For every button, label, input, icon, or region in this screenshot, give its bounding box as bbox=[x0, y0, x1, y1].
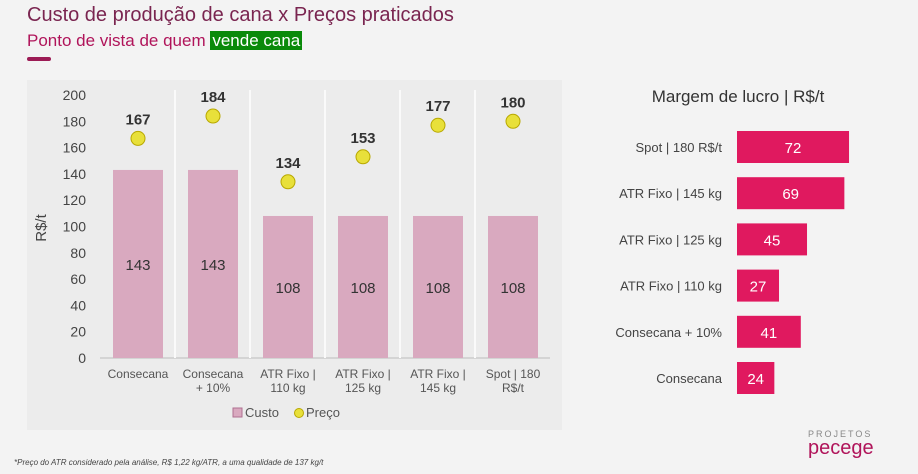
y-tick-label: 60 bbox=[70, 271, 86, 287]
y-tick-label: 140 bbox=[63, 166, 87, 182]
price-point bbox=[355, 149, 371, 165]
y-tick-label: 120 bbox=[63, 192, 87, 208]
price-point-label: 177 bbox=[425, 98, 450, 115]
cost-bar-label: 108 bbox=[500, 280, 525, 297]
cost-bar bbox=[188, 169, 238, 358]
margin-bar bbox=[737, 177, 845, 210]
x-tick-label: Consecana bbox=[108, 367, 169, 381]
cost-bar-label: 108 bbox=[275, 280, 300, 297]
price-point-label: 134 bbox=[275, 155, 301, 172]
price-point-label: 167 bbox=[125, 111, 150, 128]
cost-bar-label: 108 bbox=[425, 280, 450, 297]
margin-bar-label: 45 bbox=[764, 232, 781, 249]
margin-chart-title: Margem de lucro | R$/t bbox=[652, 87, 825, 106]
cost-bar bbox=[413, 215, 463, 358]
x-tick-label: ATR Fixo | bbox=[410, 367, 466, 381]
legend-label-preco: Preço bbox=[306, 405, 340, 420]
x-tick-label: Consecana bbox=[183, 367, 244, 381]
margin-bar-label: 27 bbox=[750, 279, 767, 296]
cost-bar-label: 143 bbox=[125, 257, 150, 274]
logo-line1: PROJETOS bbox=[808, 429, 873, 439]
margin-category-label: ATR Fixo | 145 kg bbox=[619, 186, 722, 201]
margin-bar bbox=[737, 269, 780, 302]
subtitle-text: Ponto de vista de quem bbox=[27, 31, 211, 50]
price-point bbox=[505, 113, 521, 129]
cost-bar-label: 143 bbox=[200, 257, 225, 274]
y-tick-label: 0 bbox=[78, 350, 86, 366]
price-point-label: 153 bbox=[350, 130, 375, 147]
x-tick-label: ATR Fixo | bbox=[335, 367, 391, 381]
price-point bbox=[430, 117, 446, 133]
y-tick-label: 20 bbox=[70, 324, 86, 340]
x-tick-label: ATR Fixo | bbox=[260, 367, 316, 381]
margin-bar bbox=[737, 131, 850, 163]
cost-bar bbox=[488, 215, 538, 358]
x-tick-label: + 10% bbox=[196, 381, 231, 395]
footnote: *Preço do ATR considerado pela análise, … bbox=[14, 458, 324, 467]
logo-line2: pecege bbox=[808, 437, 874, 459]
margin-bar-label: 72 bbox=[785, 140, 802, 157]
x-tick-label: 145 kg bbox=[420, 381, 456, 395]
margin-category-label: Consecana bbox=[656, 371, 723, 386]
legend-swatch-custo bbox=[232, 407, 243, 418]
margin-category-label: ATR Fixo | 125 kg bbox=[619, 232, 722, 247]
x-tick-label: Spot | 180 bbox=[486, 367, 541, 381]
cost-bar-label: 108 bbox=[350, 280, 375, 297]
y-tick-label: 40 bbox=[70, 297, 86, 313]
title-accent-bar bbox=[27, 57, 51, 61]
margin-bar bbox=[737, 223, 808, 256]
price-point bbox=[130, 130, 146, 146]
legend-label-custo: Custo bbox=[245, 405, 279, 420]
price-point-label: 184 bbox=[200, 89, 226, 106]
page-title: Custo de produção de cana x Preços prati… bbox=[27, 4, 454, 26]
margin-bar-label: 69 bbox=[782, 186, 799, 203]
y-tick-label: 200 bbox=[63, 87, 87, 103]
subtitle-highlight: vende cana bbox=[210, 31, 303, 50]
x-tick-label: R$/t bbox=[502, 381, 525, 395]
y-tick-label: 80 bbox=[70, 245, 86, 261]
cost-bar bbox=[113, 169, 163, 358]
page-subtitle: Ponto de vista de quem vende cana bbox=[27, 31, 303, 51]
y-tick-label: 180 bbox=[63, 113, 87, 129]
price-point-label: 180 bbox=[500, 94, 525, 111]
x-tick-label: 110 kg bbox=[270, 381, 305, 395]
legend-swatch-preco bbox=[294, 408, 304, 418]
margin-bar-label: 24 bbox=[747, 371, 764, 388]
margin-category-label: ATR Fixo | 110 kg bbox=[620, 279, 722, 294]
margin-bar bbox=[737, 315, 801, 348]
price-point bbox=[280, 174, 296, 190]
y-tick-label: 100 bbox=[63, 219, 87, 235]
price-point bbox=[205, 108, 221, 124]
y-tick-label: 160 bbox=[63, 140, 87, 156]
margin-category-label: Consecana + 10% bbox=[615, 325, 722, 340]
margin-bar bbox=[737, 362, 775, 394]
y-axis-label: R$/t bbox=[33, 213, 50, 241]
x-tick-label: 125 kg bbox=[345, 381, 381, 395]
cost-bar bbox=[338, 215, 388, 358]
cost-bar bbox=[263, 215, 313, 358]
margin-bar-label: 41 bbox=[761, 325, 778, 342]
margin-category-label: Spot | 180 R$/t bbox=[636, 140, 723, 155]
